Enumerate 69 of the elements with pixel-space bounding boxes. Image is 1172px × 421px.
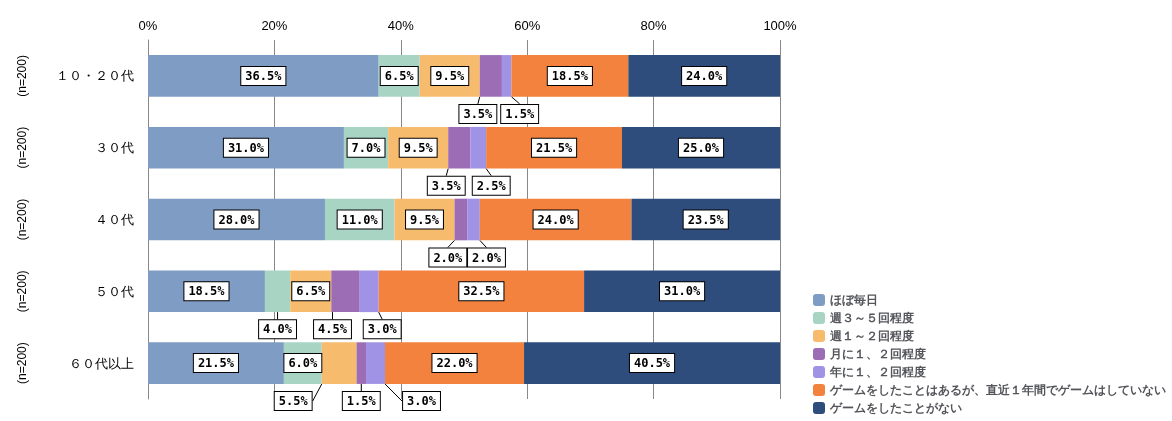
- text: (n=200): [15, 55, 29, 97]
- data-label: 4.0%: [263, 322, 293, 337]
- x-tick-label: 20%: [261, 18, 288, 33]
- data-label: 3.0%: [407, 394, 437, 409]
- legend-label: 年に１、２回程度: [829, 365, 926, 379]
- data-label: 24.0%: [686, 68, 723, 83]
- legend-label: ほぼ毎日: [830, 293, 878, 307]
- data-label: 9.5%: [435, 68, 465, 83]
- data-label: 23.5%: [687, 212, 725, 227]
- x-tick-label: 40%: [387, 18, 415, 33]
- bar: [479, 55, 502, 97]
- data-label: 3.5%: [463, 106, 494, 121]
- data-label: 2.0%: [433, 250, 464, 265]
- text: (n=200): [15, 126, 29, 169]
- data-label: 25.0%: [682, 140, 720, 155]
- data-label: 3.5%: [431, 178, 462, 193]
- data-label: 9.5%: [403, 140, 434, 155]
- bar: [148, 126, 344, 169]
- x-tick-label: 80%: [640, 18, 668, 33]
- data-label: 28.0%: [218, 212, 256, 227]
- text: (n=200): [15, 198, 29, 241]
- x-tick-label: 0%: [138, 18, 158, 33]
- data-label: 2.0%: [472, 250, 502, 265]
- legend-label: 月に１、２回程度: [829, 347, 926, 361]
- data-label: 40.5%: [633, 356, 671, 371]
- data-label: 18.5%: [188, 284, 226, 299]
- bar: [501, 55, 512, 97]
- bar: [148, 55, 379, 97]
- data-label: 4.5%: [318, 322, 348, 337]
- y-tick-label: ３０代: [95, 140, 134, 156]
- data-label: 11.0%: [341, 212, 379, 227]
- y-tick-label: １０・２０代: [56, 68, 134, 84]
- data-label: 9.5%: [410, 212, 440, 227]
- data-label: 36.5%: [245, 68, 283, 83]
- data-label: 6.5%: [384, 68, 415, 83]
- x-tick-label: 100%: [763, 18, 798, 33]
- bar: [378, 270, 585, 313]
- data-label: 3.0%: [367, 322, 398, 337]
- legend-label: 週１～２回程度: [829, 329, 914, 343]
- data-label: 32.5%: [463, 284, 501, 299]
- data-label: 6.0%: [288, 356, 319, 371]
- data-label: 5.5%: [278, 394, 309, 409]
- bar: [524, 342, 780, 384]
- bar: [331, 270, 360, 313]
- data-label: 22.0%: [436, 356, 474, 371]
- bar: [359, 270, 379, 313]
- y-tick-label: ４０代: [95, 212, 134, 227]
- data-label: 21.5%: [536, 140, 573, 155]
- bar: [584, 270, 780, 313]
- legend-label: ゲームをしたことがない: [829, 401, 962, 415]
- y-tick-label: ５０代: [95, 283, 134, 299]
- text: (n=200): [15, 270, 29, 313]
- data-label: 1.5%: [505, 106, 535, 121]
- y-tick-label: ６０代以上: [69, 355, 134, 371]
- data-label: 18.5%: [551, 68, 589, 83]
- legend-label: ゲームをしたことはあるが、直近１年間でゲームはしていない: [829, 383, 1166, 397]
- bar: [356, 342, 367, 384]
- data-label: 1.5%: [346, 394, 377, 409]
- text: (n=200): [15, 342, 29, 384]
- data-label: 7.0%: [351, 140, 382, 155]
- data-label: 6.5%: [296, 284, 326, 299]
- data-label: 2.5%: [476, 178, 507, 193]
- legend-label: 週３～５回程度: [829, 311, 914, 325]
- bar: [264, 270, 291, 313]
- data-label: 31.0%: [663, 284, 701, 299]
- data-label: 31.0%: [227, 140, 265, 155]
- x-tick-label: 60%: [514, 18, 541, 33]
- data-label: 24.0%: [537, 212, 575, 227]
- data-label: 21.5%: [197, 356, 235, 371]
